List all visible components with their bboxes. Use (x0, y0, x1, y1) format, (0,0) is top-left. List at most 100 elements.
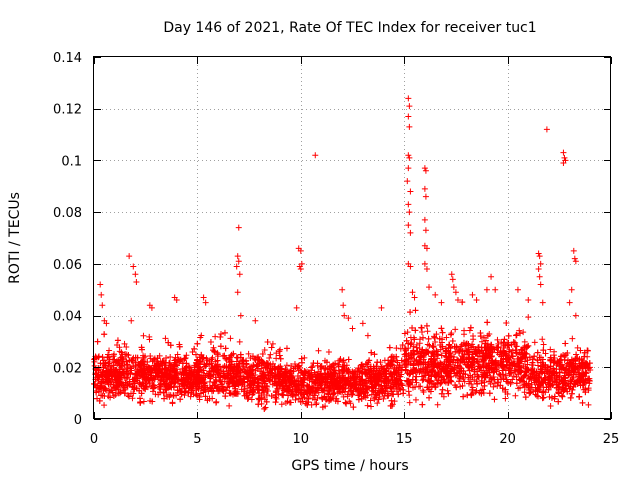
data-point (104, 353, 111, 360)
data-point (500, 355, 507, 362)
data-point (277, 355, 284, 362)
data-point (161, 366, 168, 373)
data-point (286, 368, 293, 375)
data-point (125, 393, 132, 400)
data-point (264, 388, 271, 395)
data-point (91, 380, 98, 387)
data-point (140, 354, 147, 361)
data-point (477, 329, 484, 336)
data-point (380, 395, 387, 402)
data-point (577, 347, 584, 354)
data-point (444, 387, 451, 394)
data-point (470, 336, 477, 343)
data-point (429, 342, 436, 349)
data-point (418, 325, 425, 332)
data-point (404, 361, 411, 368)
data-point (136, 395, 143, 402)
data-point (413, 341, 420, 348)
data-point (521, 373, 528, 380)
data-point (558, 353, 565, 360)
data-point (114, 337, 121, 344)
data-point (443, 334, 450, 341)
data-point (522, 394, 529, 401)
data-point (428, 383, 435, 390)
data-point (249, 353, 256, 360)
data-point (119, 353, 126, 360)
data-point (233, 378, 240, 385)
data-point (363, 377, 370, 384)
data-point (168, 363, 175, 370)
data-point (568, 378, 575, 385)
data-point (209, 371, 216, 378)
data-point (585, 401, 592, 408)
data-point (185, 389, 192, 396)
data-point (393, 345, 400, 352)
data-point (361, 379, 368, 386)
data-point (176, 383, 183, 390)
data-point (238, 360, 245, 367)
data-point (102, 370, 109, 377)
data-point (337, 388, 344, 395)
data-point (244, 395, 251, 402)
data-point (547, 363, 554, 370)
data-point (385, 377, 392, 384)
data-point (193, 360, 200, 367)
data-point (199, 355, 206, 362)
data-point (217, 334, 224, 341)
data-point (539, 389, 546, 396)
data-point (242, 369, 249, 376)
data-point (494, 336, 501, 343)
data-point (275, 365, 282, 372)
data-point (175, 376, 182, 383)
data-point (531, 339, 538, 346)
data-point (429, 350, 436, 357)
data-point (311, 380, 318, 387)
data-point (340, 393, 347, 400)
data-point (276, 352, 283, 359)
data-point (540, 388, 547, 395)
data-point (254, 376, 261, 383)
data-point (237, 351, 244, 358)
data-point (194, 392, 201, 399)
data-point (127, 371, 134, 378)
data-point (96, 385, 103, 392)
data-point (110, 393, 117, 400)
data-point (509, 376, 516, 383)
data-point (417, 383, 424, 390)
data-point (295, 387, 302, 394)
data-point (281, 378, 288, 385)
data-point (114, 383, 121, 390)
data-point (521, 338, 528, 345)
data-point (509, 353, 516, 360)
data-point (368, 403, 375, 410)
data-point (517, 330, 524, 337)
data-point (343, 400, 350, 407)
data-point (295, 362, 302, 369)
data-point (534, 357, 541, 364)
data-point (445, 390, 452, 397)
data-point (182, 388, 189, 395)
data-point (309, 363, 316, 370)
data-point (264, 338, 271, 345)
data-point (317, 364, 324, 371)
data-point (419, 401, 426, 408)
data-point (226, 359, 233, 366)
data-point (124, 374, 131, 381)
data-point (318, 385, 325, 392)
data-point (234, 354, 241, 361)
data-point (197, 390, 204, 397)
data-point (502, 386, 509, 393)
data-point (295, 373, 302, 380)
data-point (488, 341, 495, 348)
data-point (577, 378, 584, 385)
data-point (350, 404, 357, 411)
data-point (352, 371, 359, 378)
data-point (398, 357, 405, 364)
data-point (202, 393, 209, 400)
data-point (548, 372, 555, 379)
data-point (222, 355, 229, 362)
data-point (510, 373, 517, 380)
data-point (424, 384, 431, 391)
data-point (227, 376, 234, 383)
data-point (225, 372, 232, 379)
